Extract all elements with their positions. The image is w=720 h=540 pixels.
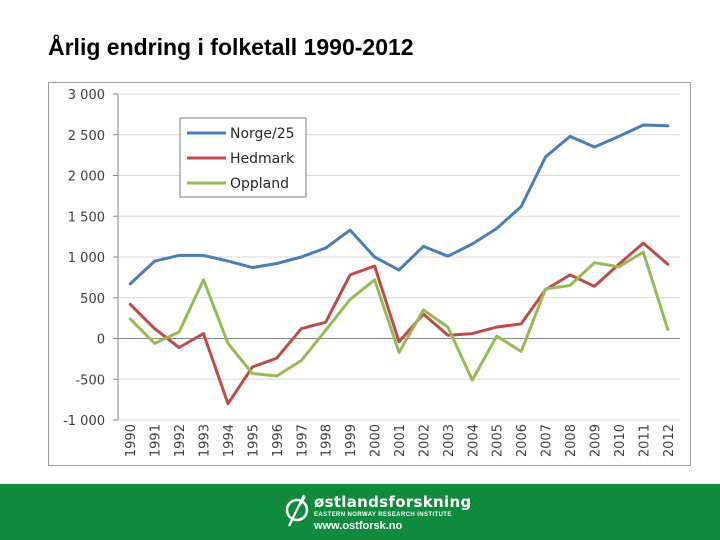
x-tick-label: 1992 [173,424,188,457]
x-tick-label: 2009 [588,424,603,457]
brand-name: østlandsforskning [314,493,472,511]
legend-label-hedmark: Hedmark [230,151,295,167]
y-tick-label: 3 000 [68,88,105,103]
y-tick-label: 0 [97,333,105,348]
legend-label-oppland: Oppland [230,176,289,192]
x-tick-label: 2010 [613,424,628,457]
circle-leaf-logo-icon [285,494,309,527]
website-link[interactable]: www.ostforsk.no [314,520,403,532]
x-tick-label: 2011 [637,424,652,457]
x-tick-label: 1996 [271,424,286,457]
x-tick-label: 2006 [515,424,530,457]
x-tick-label: 2004 [466,424,481,457]
x-tick-label: 2003 [442,424,457,457]
brand-subtitle: EASTERN NORWAY RESEARCH INSTITUTE [314,512,452,518]
series-lines [128,123,670,406]
x-tick-label: 1998 [320,424,335,457]
x-tick-label: 1994 [222,424,237,457]
x-tick-label: 1999 [344,424,359,457]
y-tick-label: 1 500 [68,210,105,225]
x-tick-label: 2002 [417,424,432,457]
x-tick-label: 2001 [393,424,408,457]
x-tick-label: 1995 [246,424,261,457]
series-line-norge-25 [128,123,670,286]
footer-bar: østlandsforskning EASTERN NORWAY RESEARC… [0,484,720,540]
x-tick-label: 1993 [198,424,213,457]
x-tick-label: 2005 [491,424,506,457]
page-title: Årlig endring i folketall 1990-2012 [48,34,414,60]
x-tick-label: 2012 [662,424,677,457]
y-tick-label: 2 000 [68,170,105,185]
x-axis-tick-labels: 1990 1991 1992 1993 1994 1995 1996 1997 1998 1999… [124,424,677,457]
x-tick-label: 1997 [295,424,310,457]
x-tick-label: 1991 [149,424,164,457]
y-tick-label: -1 000 [63,414,105,429]
y-tick-label: 500 [80,292,105,307]
y-axis-tick-labels: -1 000 -500 0 500 1 000 1 500 2 000 2 500 3 000 [63,88,105,429]
legend-label-norge: Norge/25 [230,126,295,142]
x-tick-label: 2000 [369,424,384,457]
y-tick-label: 2 500 [68,129,105,144]
x-tick-label: 2007 [540,424,555,457]
y-tick-label: 1 000 [68,251,105,266]
y-tick-label: -500 [75,373,105,388]
legend: Norge/25 Hedmark Oppland [179,117,307,198]
series-line-oppland [128,250,670,382]
chart-area: -1 000 -500 0 500 1 000 1 500 2 000 2 500 3 000 … [48,82,691,466]
x-tick-label: 2008 [564,424,579,457]
x-tick-label: 1990 [124,424,139,457]
